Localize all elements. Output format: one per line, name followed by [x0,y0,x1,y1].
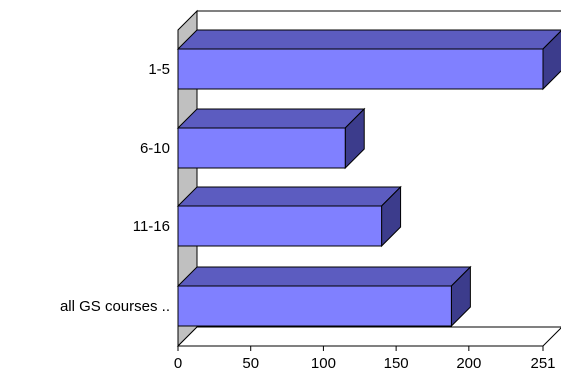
x-axis-ticks: 0 50 100 150 200 251 [174,346,556,372]
chart-walls [176,9,561,348]
category-label: all GS courses .. [60,298,170,315]
bars [176,29,561,328]
floor [176,326,561,347]
x-tick-label: 200 [456,355,481,372]
category-label: 6-10 [140,140,170,157]
x-tick-label: 251 [530,355,555,372]
bar-top [176,266,472,287]
bar-front [177,127,346,169]
bar-2 [176,107,366,170]
x-tick-label: 100 [311,355,336,372]
bar-front [177,285,452,327]
bar-top [176,29,561,50]
bar-4 [176,265,472,328]
bar-top [176,108,366,129]
category-labels: 1-5 6-10 11-16 all GS courses .. [60,61,170,315]
x-tick-label: 0 [174,355,182,372]
x-tick-label: 50 [242,355,259,372]
bar-front [177,48,544,90]
x-tick-label: 150 [384,355,409,372]
bar-3 [176,185,402,248]
category-label: 1-5 [148,61,170,78]
bar-1 [176,29,561,91]
bar-top [176,186,402,207]
bar-front [177,205,383,247]
category-label: 11-16 [133,218,170,235]
